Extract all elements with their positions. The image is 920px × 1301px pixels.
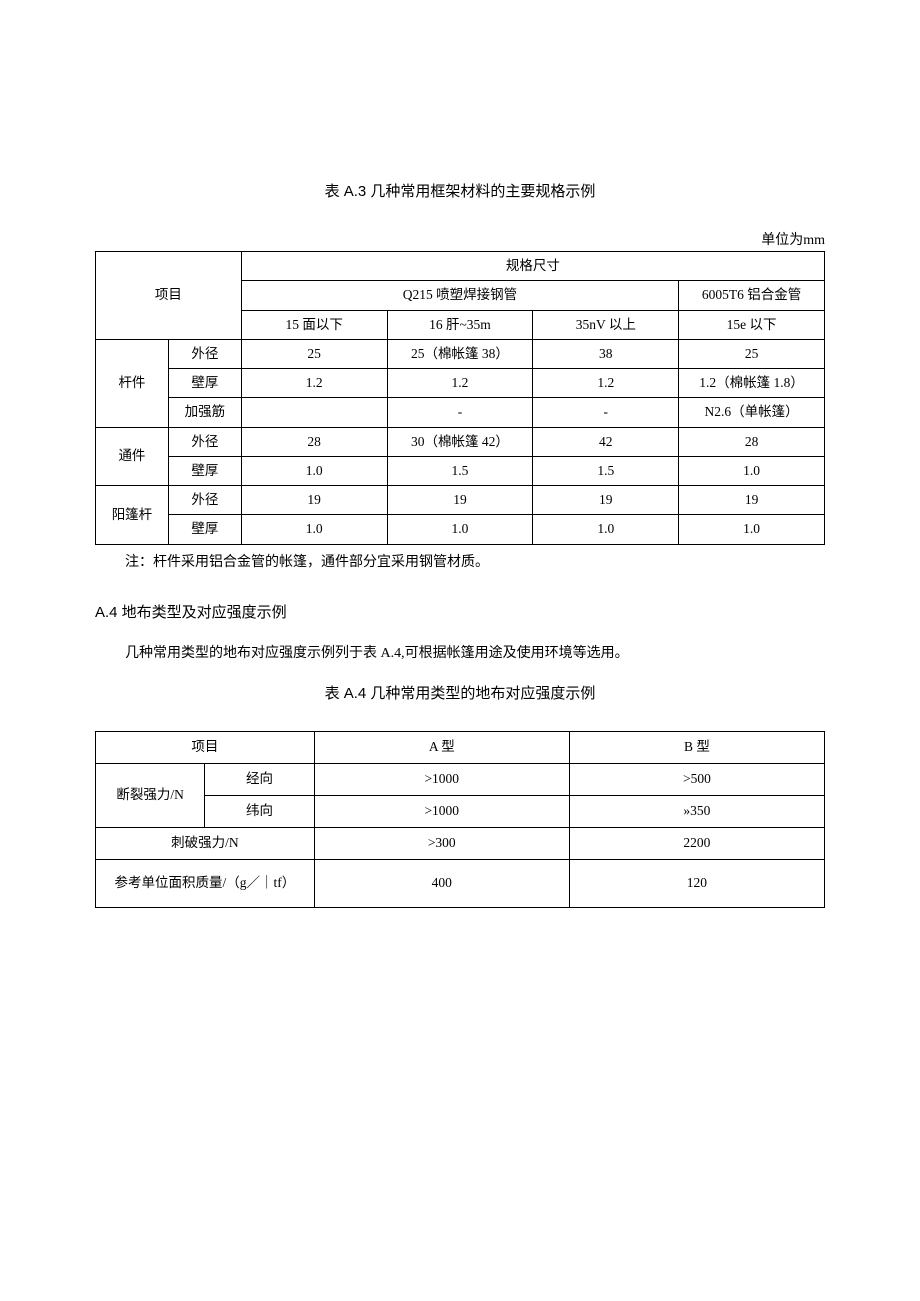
table-a3-title: 表 A.3 几种常用框架材料的主要规格示例	[95, 180, 825, 201]
table-cell: 1.0	[241, 456, 387, 485]
table-cell: 19	[387, 486, 533, 515]
table-cell: 30（棉帐篷 42）	[387, 427, 533, 456]
table-cell: N2.6（单帐篷）	[679, 398, 825, 427]
row-label: 外径	[168, 427, 241, 456]
section-a4-heading: A.4 地布类型及对应强度示例	[95, 601, 825, 622]
table-cell: -	[387, 398, 533, 427]
group-label: 阳篷杆	[96, 486, 169, 545]
table-cell: >1000	[314, 795, 569, 827]
th-sub-2: 35nV 以上	[533, 310, 679, 339]
table-cell: 1.2（棉帐篷 1.8）	[679, 369, 825, 398]
table-a4: 项目 A 型 B 型 断裂强力/N经向>1000>500 纬向>1000»350 刺…	[95, 731, 825, 908]
table-cell: 1.0	[679, 515, 825, 544]
group-label: 断裂强力/N	[96, 763, 205, 827]
row-label: 外径	[168, 339, 241, 368]
table-cell: 1.0	[241, 515, 387, 544]
row-label: 加强筋	[168, 398, 241, 427]
row-label: 壁厚	[168, 456, 241, 485]
table-cell: 25（棉帐篷 38）	[387, 339, 533, 368]
table-cell: 1.0	[387, 515, 533, 544]
table-a3-note: 注：杆件采用铝合金管的帐篷，通件部分宜采用钢管材质。	[125, 551, 825, 571]
table-cell: >1000	[314, 763, 569, 795]
table-cell: >300	[314, 827, 569, 859]
table-cell: 28	[679, 427, 825, 456]
group-label: 杆件	[96, 339, 169, 427]
table-cell: 19	[533, 486, 679, 515]
table-a3: 项目 规格尺寸 Q215 喷塑焊接钢管 6005T6 铝合金管 15 面以下 1…	[95, 251, 825, 545]
th-alum: 6005T6 铝合金管	[679, 281, 825, 310]
table-cell: 19	[241, 486, 387, 515]
table-cell: 1.2	[387, 369, 533, 398]
table-cell: 25	[679, 339, 825, 368]
t4-th-b: B 型	[569, 731, 824, 763]
table-cell: 1.0	[679, 456, 825, 485]
table-cell: 120	[569, 859, 824, 907]
page: 表 A.3 几种常用框架材料的主要规格示例 单位为mm 项目 规格尺寸 Q215…	[0, 0, 920, 1008]
table-a4-title: 表 A.4 几种常用类型的地布对应强度示例	[95, 682, 825, 703]
table-cell: 19	[679, 486, 825, 515]
group-label: 通件	[96, 427, 169, 486]
table-cell: »350	[569, 795, 824, 827]
section-a4-body-text: 几种常用类型的地布对应强度示例列于表 A.4,可根据帐篷用途及使用环境等选用。	[125, 646, 629, 661]
table-cell: 2200	[569, 827, 824, 859]
table-a3-body: 杆件外径2525（棉帐篷 38）3825壁厚1.21.21.21.2（棉帐篷 1…	[96, 339, 825, 544]
th-sub-3: 15e 以下	[679, 310, 825, 339]
table-cell: 25	[241, 339, 387, 368]
table-cell: 38	[533, 339, 679, 368]
table-cell: 1.5	[533, 456, 679, 485]
row-label-full: 刺破强力/N	[96, 827, 315, 859]
table-cell: 1.0	[533, 515, 679, 544]
row-label: 纬向	[205, 795, 314, 827]
unit-label: 单位为mm	[95, 229, 825, 249]
th-steel: Q215 喷塑焊接钢管	[241, 281, 678, 310]
th-spec: 规格尺寸	[241, 252, 824, 281]
table-cell: >500	[569, 763, 824, 795]
row-label: 外径	[168, 486, 241, 515]
table-a4-body: 断裂强力/N经向>1000>500 纬向>1000»350 刺破强力/N>30022…	[96, 763, 825, 907]
th-sub-0: 15 面以下	[241, 310, 387, 339]
th-sub-1: 16 肝~35m	[387, 310, 533, 339]
table-cell: 1.2	[533, 369, 679, 398]
table-cell: -	[533, 398, 679, 427]
row-label: 壁厚	[168, 515, 241, 544]
table-cell: 42	[533, 427, 679, 456]
title-prefix: 表 A.3 几种常用框架材料的主要规格示例	[325, 183, 596, 200]
row-label: 经向	[205, 763, 314, 795]
table-cell: 28	[241, 427, 387, 456]
table-cell	[241, 398, 387, 427]
table-cell: 1.5	[387, 456, 533, 485]
section-a4-heading-text: A.4 地布类型及对应强度示例	[95, 604, 287, 621]
table-a4-title-text: 表 A.4 几种常用类型的地布对应强度示例	[325, 685, 596, 702]
t4-th-a: A 型	[314, 731, 569, 763]
table-cell: 1.2	[241, 369, 387, 398]
th-item: 项目	[96, 252, 242, 340]
row-label: 壁厚	[168, 369, 241, 398]
t4-th-item: 项目	[96, 731, 315, 763]
table-cell: 400	[314, 859, 569, 907]
row-label-full: 参考单位面积质量/（g／｜tf）	[96, 859, 315, 907]
section-a4-body: 几种常用类型的地布对应强度示例列于表 A.4,可根据帐篷用途及使用环境等选用。	[125, 642, 825, 662]
